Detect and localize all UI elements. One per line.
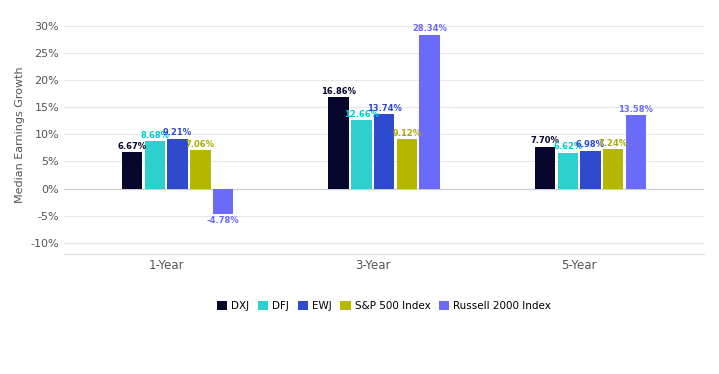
Text: 9.12%: 9.12% bbox=[392, 129, 421, 138]
Text: 6.67%: 6.67% bbox=[118, 142, 147, 151]
Text: 7.70%: 7.70% bbox=[531, 137, 559, 145]
Bar bbox=[329, 97, 349, 188]
Bar bbox=[419, 35, 439, 188]
Bar bbox=[603, 149, 623, 188]
Text: 9.21%: 9.21% bbox=[163, 128, 192, 137]
Bar bbox=[145, 141, 165, 188]
Bar bbox=[626, 115, 646, 188]
Text: 6.98%: 6.98% bbox=[576, 140, 605, 149]
Text: 12.66%: 12.66% bbox=[344, 110, 379, 119]
Bar bbox=[351, 120, 372, 188]
Text: 8.68%: 8.68% bbox=[140, 131, 170, 140]
Text: 28.34%: 28.34% bbox=[412, 24, 447, 34]
Legend: DXJ, DFJ, EWJ, S&P 500 Index, Russell 2000 Index: DXJ, DFJ, EWJ, S&P 500 Index, Russell 20… bbox=[213, 297, 556, 315]
Bar bbox=[122, 152, 142, 188]
Text: 16.86%: 16.86% bbox=[321, 87, 356, 96]
Bar bbox=[190, 150, 211, 188]
Text: 13.58%: 13.58% bbox=[618, 105, 654, 114]
Bar bbox=[580, 151, 600, 188]
Y-axis label: Median Earnings Growth: Median Earnings Growth bbox=[15, 66, 25, 203]
Bar bbox=[374, 114, 394, 188]
Bar bbox=[535, 147, 555, 188]
Bar bbox=[396, 139, 417, 188]
Text: 13.74%: 13.74% bbox=[367, 104, 401, 113]
Bar bbox=[168, 139, 188, 188]
Text: 6.62%: 6.62% bbox=[553, 142, 582, 151]
Text: 7.06%: 7.06% bbox=[186, 140, 215, 149]
Text: 7.24%: 7.24% bbox=[599, 139, 628, 148]
Bar bbox=[557, 153, 578, 188]
Bar bbox=[213, 188, 233, 215]
Text: -4.78%: -4.78% bbox=[206, 216, 239, 225]
